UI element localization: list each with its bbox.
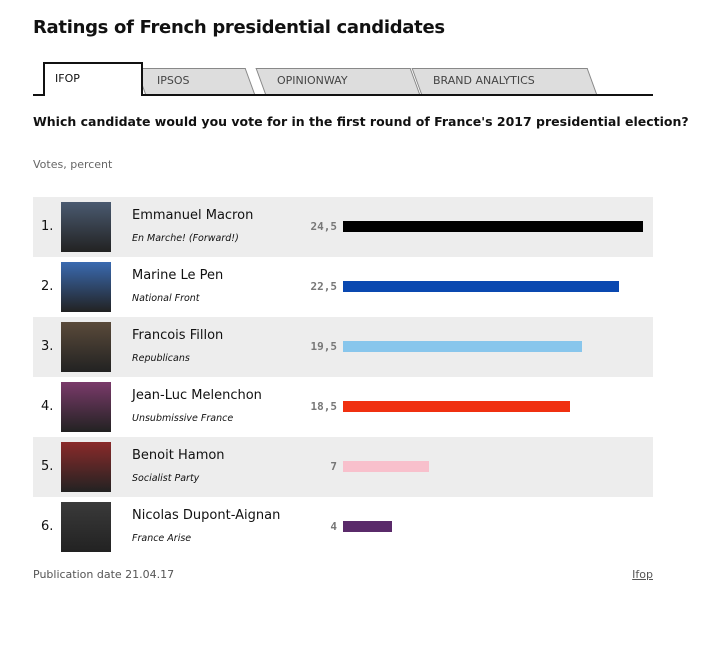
candidate-party: En Marche! (Forward!) (132, 233, 239, 244)
candidate-photo (61, 322, 111, 372)
candidate-name: Nicolas Dupont-Aignan (132, 508, 281, 523)
candidate-row: 2. Marine Le Pen National Front 22,5 (33, 257, 653, 317)
candidate-row: 4. Jean-Luc Melenchon Unsubmissive Franc… (33, 377, 653, 437)
source-link[interactable]: Ifop (632, 568, 653, 581)
value-label: 24,5 (310, 220, 338, 233)
candidate-party: Republicans (132, 353, 190, 364)
candidate-name: Francois Fillon (132, 328, 224, 343)
publication-date: Publication date 21.04.17 (33, 568, 175, 581)
rank: 6. (41, 519, 54, 534)
value-label: 22,5 (310, 280, 338, 293)
rank: 1. (41, 219, 54, 234)
bar (343, 401, 570, 412)
candidate-row: 5. Benoit Hamon Socialist Party 7 (33, 437, 653, 497)
value-label: 7 (330, 460, 337, 473)
units-label: Votes, percent (33, 158, 113, 171)
pollster-tabs: IFOP IPSOS OPINIONWAY BRAND ANALYTICS (33, 62, 653, 96)
candidate-list: 1. Emmanuel Macron En Marche! (Forward!)… (33, 197, 653, 557)
bar (343, 281, 619, 292)
candidate-party: Unsubmissive France (132, 413, 234, 424)
value-label: 19,5 (310, 340, 338, 353)
question: Which candidate would you vote for in th… (33, 114, 689, 129)
rank: 5. (41, 459, 54, 474)
bar (343, 221, 643, 232)
rank: 2. (41, 279, 54, 294)
page-title: Ratings of French presidential candidate… (33, 17, 445, 38)
candidate-name: Jean-Luc Melenchon (132, 388, 262, 403)
tab-ifop[interactable]: IFOP (43, 62, 143, 96)
candidate-photo (61, 202, 111, 252)
value-label: 4 (330, 520, 337, 533)
bar (343, 461, 429, 472)
candidate-photo (61, 262, 111, 312)
candidate-party: Socialist Party (132, 473, 200, 484)
tab-ipsos[interactable]: IPSOS (135, 68, 255, 94)
candidate-name: Benoit Hamon (132, 448, 225, 463)
candidate-photo (61, 442, 111, 492)
rank: 3. (41, 339, 54, 354)
candidate-photo (61, 502, 111, 552)
bar (343, 521, 392, 532)
rank: 4. (41, 399, 54, 414)
bar (343, 341, 582, 352)
candidate-party: France Arise (132, 533, 192, 544)
candidate-photo (61, 382, 111, 432)
tab-opinionway[interactable]: OPINIONWAY (255, 68, 420, 94)
candidate-name: Marine Le Pen (132, 268, 224, 283)
candidate-row: 6. Nicolas Dupont-Aignan France Arise 4 (33, 497, 653, 557)
value-label: 18,5 (310, 400, 338, 413)
candidate-row: 3. Francois Fillon Republicans 19,5 (33, 317, 653, 377)
tab-brand-analytics[interactable]: BRAND ANALYTICS (411, 68, 597, 94)
candidate-party: National Front (132, 293, 200, 304)
candidate-row: 1. Emmanuel Macron En Marche! (Forward!)… (33, 197, 653, 257)
candidate-name: Emmanuel Macron (132, 208, 254, 223)
